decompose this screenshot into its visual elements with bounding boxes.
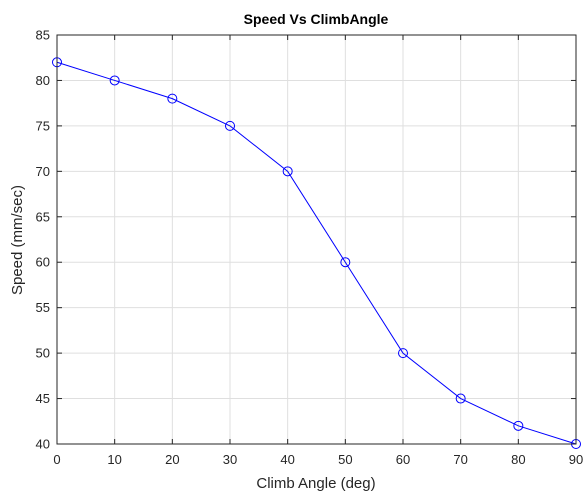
grid bbox=[56, 34, 577, 445]
chart-title: Speed Vs ClimbAngle bbox=[244, 11, 389, 27]
data-point-marker bbox=[455, 393, 466, 404]
y-tick-label: 40 bbox=[36, 437, 50, 452]
x-tick-label: 60 bbox=[396, 452, 410, 467]
y-tick-label: 70 bbox=[36, 164, 50, 179]
data-point-marker bbox=[225, 120, 235, 131]
data-point-marker bbox=[340, 257, 351, 268]
ticks: 0 10 20 30 40 50 60 70 80 90 40 45 50 55 60 65 70 75 80 85 bbox=[36, 28, 583, 468]
series-line bbox=[56, 61, 577, 445]
y-tick-label: 45 bbox=[36, 391, 50, 406]
x-tick-label: 30 bbox=[223, 452, 237, 467]
x-tick-label: 0 bbox=[53, 452, 60, 467]
y-tick-label: 55 bbox=[36, 300, 50, 315]
axes bbox=[56, 34, 577, 445]
data-point-marker bbox=[282, 166, 293, 177]
data-point-marker bbox=[109, 75, 120, 86]
y-tick-label: 85 bbox=[36, 28, 50, 43]
data-point-marker bbox=[167, 93, 178, 104]
x-axis-label: Climb Angle (deg) bbox=[256, 475, 375, 492]
y-axis-label: Speed (mm/sec) bbox=[9, 185, 26, 295]
y-tick-label: 60 bbox=[36, 255, 50, 270]
axes-box bbox=[56, 34, 577, 445]
data-point-marker bbox=[398, 348, 408, 359]
y-tick-label: 65 bbox=[36, 209, 50, 224]
x-tick-label: 20 bbox=[165, 452, 179, 467]
y-tick-label: 75 bbox=[36, 118, 50, 133]
data-point-marker bbox=[513, 420, 524, 431]
x-tick-label: 80 bbox=[511, 452, 525, 467]
y-tick-label: 80 bbox=[36, 73, 50, 88]
x-tick-label: 40 bbox=[280, 452, 294, 467]
x-tick-label: 90 bbox=[569, 452, 583, 467]
plot-series bbox=[52, 57, 581, 449]
x-tick-label: 50 bbox=[338, 452, 352, 467]
y-tick-label: 50 bbox=[36, 346, 50, 361]
x-tick-label: 70 bbox=[453, 452, 467, 467]
x-tick-label: 10 bbox=[107, 452, 121, 467]
